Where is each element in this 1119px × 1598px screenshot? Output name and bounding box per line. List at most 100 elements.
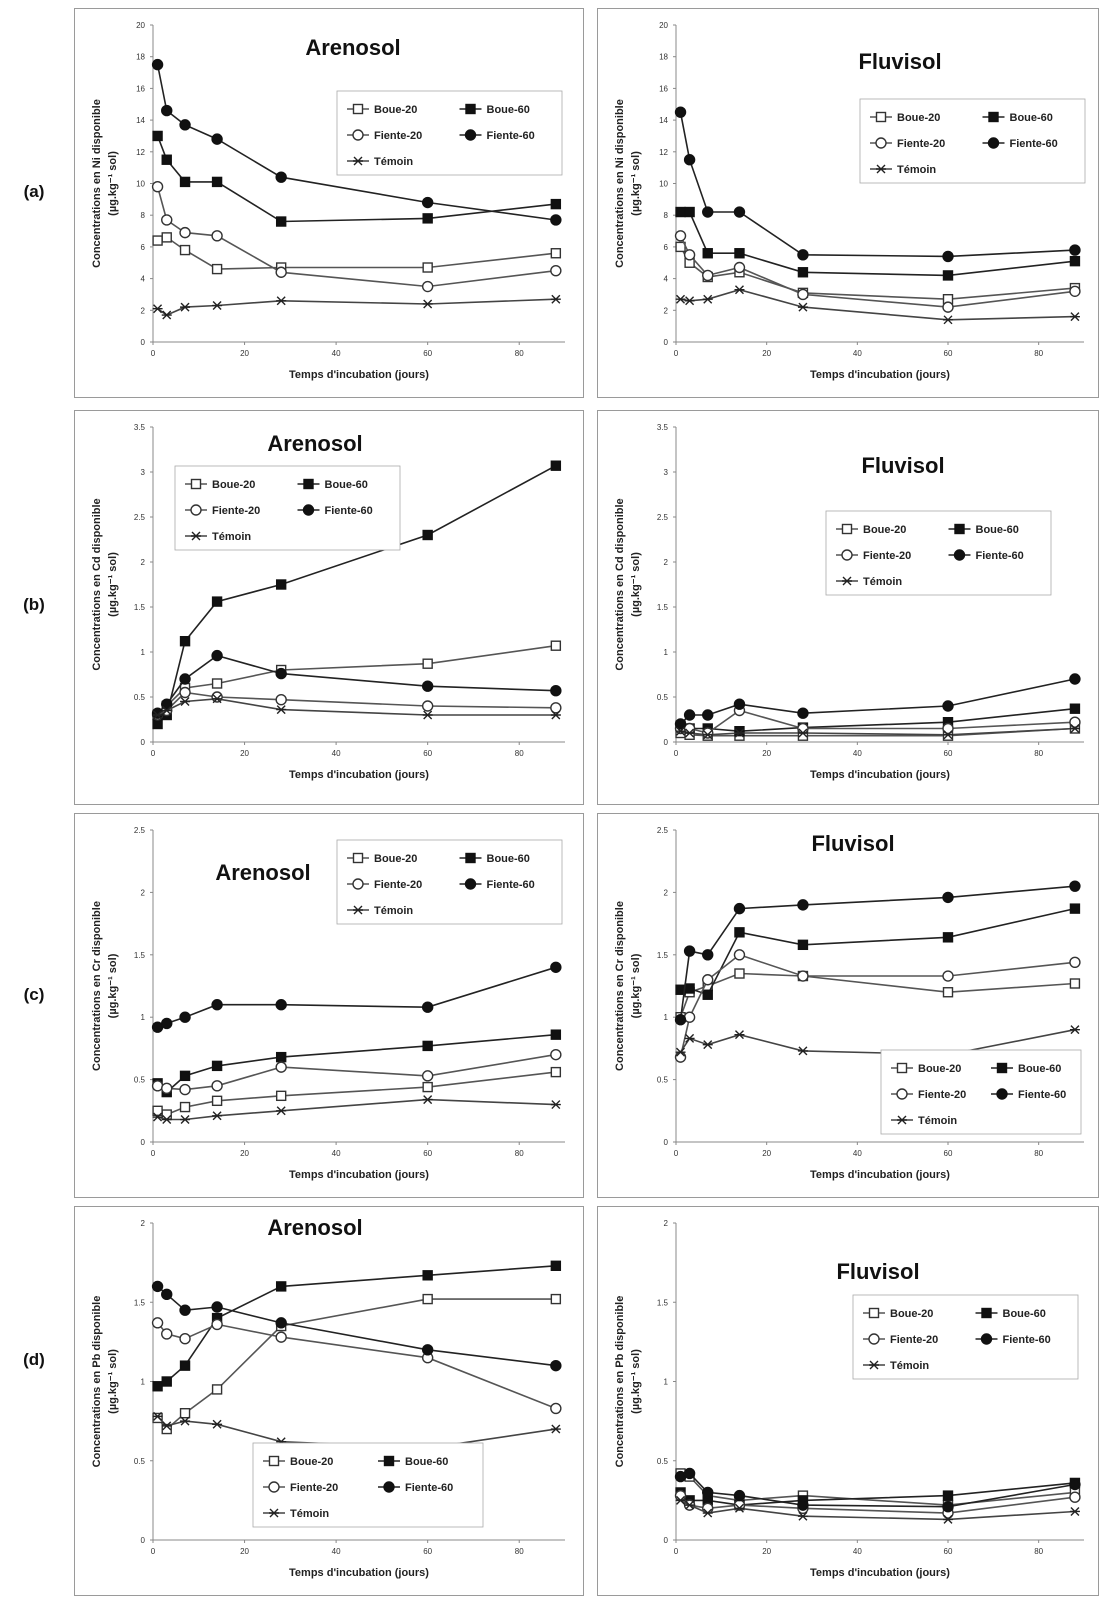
legend-swatch-marker	[353, 905, 363, 915]
series-boue-20	[152, 1293, 562, 1435]
y-tick-label: 1.5	[657, 1298, 669, 1307]
x-tick-label: 60	[423, 749, 432, 758]
legend-label: Témoin	[374, 905, 413, 917]
data-point	[275, 1061, 287, 1073]
data-point	[179, 226, 191, 239]
data-point	[211, 596, 223, 607]
data-point	[675, 726, 686, 736]
legend-swatch-marker	[988, 111, 999, 123]
data-point	[702, 989, 713, 1000]
data-point	[1069, 285, 1081, 297]
chart-panel-d-arenosol: 0 0.5 1 1.5 2 0 20 40 60 80 Temps d'incubation (jo…	[74, 1206, 584, 1596]
legend-box	[336, 90, 563, 176]
data-point	[683, 945, 696, 957]
data-point	[734, 726, 745, 737]
data-point	[211, 1095, 223, 1107]
data-point	[275, 694, 287, 706]
y-tick-label: 2	[664, 1219, 669, 1228]
series-t-moin	[152, 694, 561, 720]
data-point	[422, 1081, 433, 1093]
series-fiente-60	[674, 106, 1081, 263]
data-point	[152, 235, 163, 246]
x-tick-label: 0	[151, 1547, 156, 1556]
series-line	[156, 1322, 557, 1410]
data-point	[151, 180, 164, 193]
data-point	[179, 244, 191, 256]
data-point	[702, 248, 713, 259]
y-tick-label: 10	[136, 180, 145, 189]
y-axis-label-unit: (µg.kg⁻¹ sol)	[630, 552, 642, 617]
data-point	[161, 214, 173, 226]
y-tick-label: 14	[659, 116, 668, 125]
legend-label: Boue-60	[405, 1456, 448, 1468]
data-point	[421, 1344, 434, 1356]
data-point	[733, 261, 746, 274]
data-point	[1069, 978, 1081, 989]
y-tick-label: 4	[141, 275, 146, 284]
x-tick-label: 60	[423, 1547, 432, 1556]
legend-label: Boue-20	[290, 1456, 333, 1468]
y-tick-label: 0.5	[657, 1457, 669, 1466]
y-tick-label: 2	[664, 558, 669, 567]
data-point	[422, 529, 433, 541]
data-point	[152, 718, 163, 730]
x-tick-label: 0	[674, 749, 679, 758]
data-point	[180, 1115, 191, 1125]
series-boue-60	[675, 903, 1081, 1000]
series-line	[157, 298, 556, 317]
x-tick-label: 20	[240, 749, 249, 758]
y-tick-label: 0	[664, 1138, 669, 1147]
data-point	[421, 700, 434, 712]
y-tick-label: 12	[659, 148, 668, 157]
y-tick-label: 1	[664, 1013, 669, 1022]
chart-b-fluvisol: 0 0.5 1 1.5 2 2.5 3 3.5 0 20 40 60 80 Temps d'incubat…	[614, 423, 1084, 781]
data-point	[550, 214, 562, 226]
legend-box	[336, 839, 563, 925]
data-point	[422, 710, 433, 720]
y-tick-label: 10	[659, 180, 668, 189]
x-tick-label: 0	[151, 1149, 156, 1158]
data-point	[275, 216, 287, 227]
data-point	[211, 176, 223, 188]
legend-label: Témoin	[918, 1115, 957, 1127]
y-tick-label: 1	[141, 1013, 146, 1022]
x-tick-label: 80	[1034, 1547, 1043, 1556]
legend-label: Boue-60	[1010, 112, 1053, 124]
y-tick-label: 1.5	[134, 1298, 146, 1307]
data-point	[550, 1359, 562, 1372]
legend-label: Boue-60	[1003, 1308, 1046, 1320]
legend-label: Fiente-60	[325, 505, 373, 517]
y-axis-label: Concentrations en Cr disponible	[614, 901, 626, 1071]
y-tick-label: 3	[141, 468, 146, 477]
x-tick-label: 80	[515, 1149, 524, 1158]
x-axis-label: Temps d'incubation (jours)	[810, 369, 950, 381]
data-point	[702, 974, 714, 986]
data-point	[179, 1101, 191, 1113]
data-point	[212, 301, 223, 311]
y-axis-label-unit: (µg.kg⁻¹ sol)	[107, 552, 119, 617]
data-point	[422, 1293, 433, 1305]
series-t-moin	[675, 724, 1080, 740]
data-point	[422, 1095, 433, 1105]
legend-swatch-marker	[352, 103, 364, 115]
legend: Boue-20 Boue-60 Fiente-20 Fiente-60 Témoin	[852, 1294, 1079, 1380]
data-point	[179, 1304, 191, 1316]
data-point	[797, 1511, 808, 1521]
y-axis-label-unit: (µg.kg⁻¹ sol)	[630, 1349, 642, 1414]
chart-panel-d-fluvisol: 0 0.5 1 1.5 2 0 20 40 60 80 Temps d'incubation (jo…	[597, 1206, 1099, 1596]
data-point	[179, 686, 191, 699]
y-tick-label: 12	[136, 148, 145, 157]
series-fiente-60	[151, 961, 562, 1033]
x-tick-label: 40	[853, 1149, 862, 1158]
row-label-c: (c)	[23, 985, 45, 1004]
data-point	[797, 939, 809, 951]
legend-swatch-marker	[869, 1360, 879, 1370]
data-point	[161, 1288, 173, 1301]
data-point	[674, 718, 687, 730]
chart-c-fluvisol: 0 0.5 1 1.5 2 2.5 0 20 40 60 80 Temps d'incubation …	[614, 826, 1084, 1181]
legend-label: Fiente-60	[1003, 1334, 1051, 1346]
legend-swatch-marker	[896, 1062, 908, 1074]
data-point	[179, 1083, 191, 1096]
data-point	[422, 299, 433, 309]
data-point	[702, 206, 714, 218]
